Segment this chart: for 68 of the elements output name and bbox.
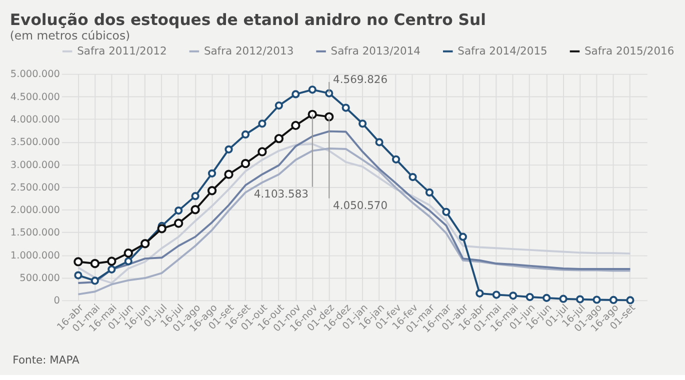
y-tick-label: 3.000.000 bbox=[10, 160, 60, 171]
point bbox=[425, 188, 434, 196]
chart-subtitle: (em metros cúbicos) bbox=[10, 28, 130, 43]
point bbox=[124, 257, 132, 266]
point bbox=[258, 147, 267, 156]
y-tick-label: 1.000.000 bbox=[10, 250, 60, 262]
point bbox=[291, 120, 300, 130]
point bbox=[626, 296, 634, 304]
legend-label: Safra 2014/2015 bbox=[458, 44, 548, 58]
point bbox=[408, 172, 417, 182]
point bbox=[292, 90, 300, 98]
y-tick-label: 4.500.000 bbox=[10, 92, 60, 103]
point bbox=[358, 120, 367, 128]
point bbox=[241, 130, 250, 139]
point bbox=[458, 232, 467, 241]
y-tick-label: 4.000.000 bbox=[10, 114, 60, 126]
y-tick-label: 2.000.000 bbox=[10, 205, 60, 216]
point bbox=[308, 86, 316, 94]
y-tick-label: 0 bbox=[54, 296, 60, 307]
point bbox=[592, 296, 601, 304]
point bbox=[108, 265, 116, 274]
point bbox=[375, 138, 384, 146]
y-tick-label: 1.500.000 bbox=[10, 228, 60, 239]
y-tick-label: 3.500.000 bbox=[10, 137, 60, 148]
legend-label: Safra 2011/2012 bbox=[77, 44, 167, 58]
point bbox=[392, 155, 400, 164]
y-tick-label: 500.000 bbox=[20, 272, 60, 284]
point bbox=[342, 104, 350, 112]
point bbox=[90, 258, 100, 268]
point bbox=[509, 292, 518, 300]
point bbox=[157, 224, 166, 234]
point bbox=[442, 208, 450, 216]
y-tick-label: 5.000.000 bbox=[10, 69, 60, 80]
annotation: 4.050.570 bbox=[333, 199, 388, 212]
point bbox=[274, 134, 284, 144]
point bbox=[191, 192, 200, 200]
annotation: 4.103.583 bbox=[254, 188, 308, 201]
legend-label: Safra 2012/2013 bbox=[204, 44, 294, 58]
point bbox=[174, 206, 183, 215]
point bbox=[224, 170, 234, 179]
point bbox=[492, 290, 500, 299]
legend-label: Safra 2013/2014 bbox=[330, 44, 421, 58]
chart-title: Evolução dos estoques de etanol anidro no Centro Sul bbox=[10, 11, 486, 30]
y-tick-label: 2.500.000 bbox=[10, 182, 60, 194]
point bbox=[90, 276, 99, 285]
point bbox=[258, 120, 266, 128]
point bbox=[274, 101, 283, 110]
point bbox=[74, 257, 83, 266]
point bbox=[107, 256, 116, 266]
point bbox=[542, 294, 551, 302]
legend-label: Safra 2015/2016 bbox=[584, 44, 674, 58]
source-note: Fonte: MAPA bbox=[12, 354, 80, 367]
point bbox=[174, 218, 184, 228]
point bbox=[208, 169, 216, 178]
point bbox=[207, 186, 217, 196]
point bbox=[576, 295, 584, 304]
point bbox=[74, 271, 82, 280]
point bbox=[240, 158, 250, 168]
point bbox=[324, 112, 334, 122]
point bbox=[559, 294, 568, 303]
annotation: 4.569.826 bbox=[333, 72, 388, 86]
point bbox=[308, 110, 317, 119]
point bbox=[124, 248, 133, 258]
point bbox=[526, 292, 534, 302]
point bbox=[609, 296, 618, 304]
point bbox=[476, 289, 484, 298]
point bbox=[224, 145, 233, 154]
point bbox=[190, 205, 200, 214]
